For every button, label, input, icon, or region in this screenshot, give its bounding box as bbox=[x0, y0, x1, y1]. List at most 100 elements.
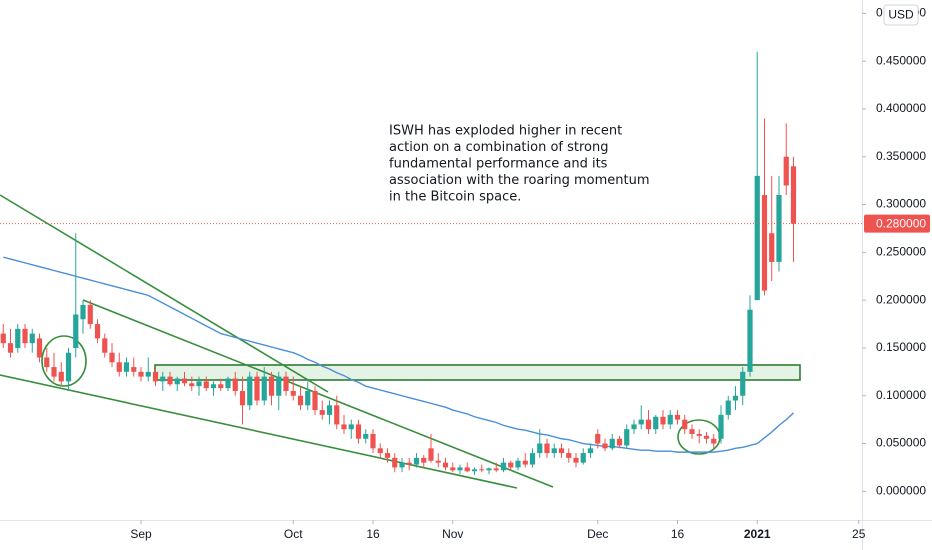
candle-body bbox=[312, 390, 318, 411]
candle-body bbox=[558, 448, 565, 454]
y-tick-label: 0.250000 bbox=[876, 245, 926, 259]
trend-line bbox=[0, 194, 329, 393]
candle-body bbox=[522, 460, 528, 465]
y-tick-label: 0.450000 bbox=[876, 53, 926, 67]
candle-body bbox=[595, 433, 601, 444]
candle-body bbox=[15, 328, 21, 348]
y-tick-label: 0.150000 bbox=[876, 340, 926, 354]
candle-body bbox=[660, 416, 666, 425]
candle-body bbox=[138, 371, 144, 377]
candle-body bbox=[247, 376, 253, 406]
candle-body bbox=[319, 410, 325, 415]
candle-body bbox=[421, 457, 427, 463]
candle-body bbox=[464, 467, 470, 472]
candle-body bbox=[776, 195, 782, 262]
moving-average bbox=[3, 256, 794, 453]
candle-body bbox=[80, 304, 86, 320]
x-tick-label: 16 bbox=[366, 527, 380, 541]
candle-body bbox=[754, 175, 760, 301]
candle-body bbox=[109, 352, 115, 363]
candle-body bbox=[790, 166, 797, 224]
candle-body bbox=[261, 376, 267, 401]
candle-body bbox=[232, 378, 238, 391]
candle-body bbox=[377, 448, 383, 454]
candle-body bbox=[305, 390, 311, 406]
candle-body bbox=[65, 352, 72, 382]
candle-body bbox=[450, 467, 456, 471]
candle-body bbox=[363, 433, 369, 439]
candle-body bbox=[551, 448, 557, 454]
candle-body bbox=[399, 462, 405, 468]
candle-body bbox=[609, 438, 615, 449]
y-tick-label: 0.100000 bbox=[876, 388, 926, 402]
candle-body bbox=[152, 371, 159, 382]
annotation-line: ISWH has exploded higher in recent bbox=[389, 124, 622, 139]
candle-body bbox=[254, 376, 260, 401]
candle-body bbox=[515, 460, 521, 468]
candle-body bbox=[44, 357, 50, 368]
candle-body bbox=[326, 405, 333, 415]
candle-body bbox=[181, 378, 188, 384]
candle-body bbox=[290, 390, 296, 396]
candle-body bbox=[22, 328, 28, 344]
candle-body bbox=[355, 424, 362, 439]
trend-line bbox=[82, 299, 554, 488]
candle-body bbox=[283, 376, 289, 391]
candle-body bbox=[87, 304, 93, 325]
x-tick-label: 2021 bbox=[744, 527, 771, 541]
candle-body bbox=[718, 414, 724, 439]
candle-body bbox=[341, 424, 347, 430]
candle-body bbox=[73, 314, 79, 348]
candle-body bbox=[653, 416, 659, 430]
candle-body bbox=[268, 376, 275, 396]
candle-body bbox=[428, 448, 434, 461]
candle-body bbox=[703, 435, 710, 439]
candle-body bbox=[616, 438, 623, 446]
candle-body bbox=[638, 419, 644, 425]
x-tick-label: 25 bbox=[852, 527, 866, 541]
drawings bbox=[0, 194, 801, 489]
candle-body bbox=[624, 429, 630, 446]
y-tick-label: 0.300000 bbox=[876, 197, 926, 211]
candle-body bbox=[580, 453, 586, 463]
candle-body bbox=[167, 376, 173, 385]
candle-body bbox=[334, 405, 340, 425]
currency-label: USD bbox=[888, 8, 914, 22]
last-price-label: 0.280000 bbox=[876, 216, 926, 230]
annotation-line: in the Bitcoin space. bbox=[389, 190, 521, 205]
candle-body bbox=[370, 433, 376, 449]
candle-body bbox=[587, 448, 594, 454]
candle-body bbox=[740, 371, 746, 396]
annotation-line: fundamental performance and its bbox=[389, 157, 608, 172]
candle-body bbox=[573, 457, 579, 463]
candle-body bbox=[51, 367, 57, 377]
candle-body bbox=[566, 453, 572, 458]
annotation-line: association with the roaring momentum bbox=[389, 173, 649, 188]
annotation-line: action on a combination of strong bbox=[389, 140, 608, 155]
x-tick-label: Oct bbox=[284, 527, 303, 541]
candle-body bbox=[7, 343, 14, 353]
candle-body bbox=[116, 362, 122, 372]
candle-body bbox=[413, 457, 420, 465]
candle-body bbox=[297, 395, 304, 406]
candle-body bbox=[471, 469, 478, 472]
candle-body bbox=[711, 438, 717, 444]
candle-body bbox=[732, 395, 739, 401]
x-tick-label: 16 bbox=[671, 527, 685, 541]
candle-body bbox=[225, 378, 231, 389]
candle-body bbox=[645, 419, 652, 430]
candle-body bbox=[493, 468, 499, 471]
x-tick-label: Nov bbox=[442, 527, 463, 541]
y-tick-label: 0.400000 bbox=[876, 101, 926, 115]
candle-body bbox=[218, 384, 224, 389]
candle-body bbox=[674, 414, 681, 420]
highlight-circle bbox=[41, 335, 87, 387]
trend-line bbox=[0, 374, 518, 489]
currency-badge bbox=[883, 4, 919, 26]
candle-body bbox=[196, 381, 202, 387]
candle-body bbox=[36, 338, 43, 358]
candle-body bbox=[406, 462, 412, 465]
candle-body bbox=[508, 462, 514, 468]
candle-body bbox=[544, 443, 550, 454]
candle-body bbox=[348, 424, 354, 430]
